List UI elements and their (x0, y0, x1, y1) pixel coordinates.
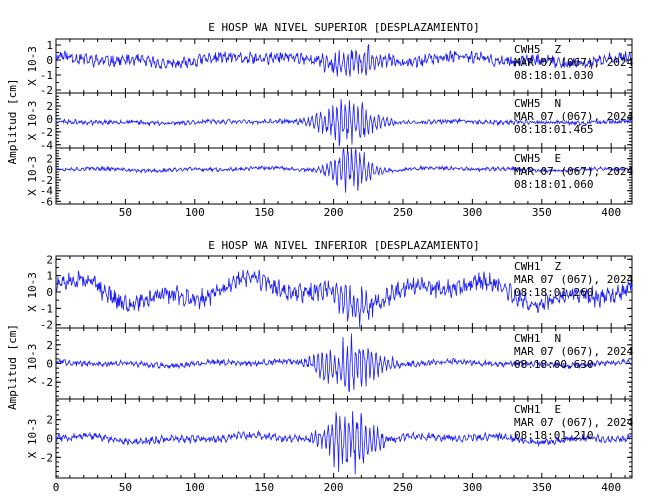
station-component-label: CWH5 E (514, 152, 561, 165)
record-date: MAR 07 (067), 2024 (514, 416, 634, 429)
x-tick-label: 350 (532, 206, 552, 219)
station-component-label: CWH1 E (514, 403, 561, 416)
unit-label: X 10-3 (26, 419, 39, 459)
record-date: MAR 07 (067), 2024 (514, 110, 634, 123)
station-component-label: CWH1 N (514, 332, 561, 345)
waveform-trace (55, 44, 633, 77)
station-component-label: CWH1 Z (514, 260, 562, 273)
y-tick-label: -4 (40, 139, 54, 152)
y-tick-label: 0 (46, 54, 53, 67)
component-name: Z (555, 260, 562, 273)
unit-label: X 10-3 (26, 272, 39, 312)
x-tick-label: 200 (324, 206, 344, 219)
unit-label: X 10-3 (26, 344, 39, 384)
record-time: 08:18:01.060 (514, 178, 593, 191)
chart-group-2: E HOSP WA NIVEL INFERIOR [DESPLAZAMIENTO… (6, 239, 634, 494)
record-time: 08:18:00.630 (514, 358, 593, 371)
y-axis-label: Amplitud [cm] (6, 78, 19, 164)
x-tick-label: 50 (119, 481, 132, 494)
y-tick-label: 1 (46, 39, 53, 52)
y-tick-label: 1 (46, 270, 53, 283)
component-name: N (555, 97, 562, 110)
y-tick-label: 0 (46, 163, 53, 176)
record-date: MAR 07 (067), 2024 (514, 165, 634, 178)
station-name: CWH1 (514, 403, 541, 416)
unit-label: X 10-3 (26, 156, 39, 196)
station-name: CWH5 (514, 97, 541, 110)
x-tick-label: 250 (393, 206, 413, 219)
y-tick-label: -2 (40, 319, 53, 332)
unit-label: X 10-3 (26, 101, 39, 141)
station-component-label: CWH5 Z (514, 43, 562, 56)
waveform-trace (55, 147, 633, 193)
chart-title: E HOSP WA NIVEL SUPERIOR [DESPLAZAMIENTO… (208, 21, 480, 34)
record-time: 08:18:01.030 (514, 69, 593, 82)
chart-group-1: E HOSP WA NIVEL SUPERIOR [DESPLAZAMIENTO… (6, 21, 634, 219)
y-tick-label: 2 (46, 153, 53, 166)
y-tick-label: 0 (46, 113, 53, 126)
x-tick-label: 400 (601, 206, 621, 219)
y-tick-label: 0 (46, 286, 53, 299)
y-tick-label: 2 (46, 253, 53, 266)
x-tick-label: 100 (185, 206, 205, 219)
y-tick-label: -2 (40, 451, 53, 464)
chart-title: E HOSP WA NIVEL INFERIOR [DESPLAZAMIENTO… (208, 239, 480, 252)
component-name: Z (555, 43, 562, 56)
x-tick-label: 300 (462, 206, 482, 219)
y-tick-label: -6 (40, 195, 53, 208)
y-tick-label: -2 (40, 84, 53, 97)
record-time: 08:18:01.210 (514, 429, 593, 442)
waveform-trace (55, 333, 633, 393)
y-tick-label: 2 (46, 414, 53, 427)
y-tick-label: 0 (46, 433, 53, 446)
record-date: MAR 07 (067), 2024 (514, 56, 634, 69)
record-date: MAR 07 (067), 2024 (514, 273, 634, 286)
y-tick-label: -2 (40, 174, 53, 187)
y-tick-label: -2 (40, 376, 53, 389)
y-tick-label: -2 (40, 126, 53, 139)
x-tick-label: 150 (254, 481, 274, 494)
y-axis-label: Amplitud [cm] (6, 324, 19, 410)
y-tick-label: -1 (40, 302, 53, 315)
record-time: 08:18:01.260 (514, 286, 593, 299)
x-tick-label: 300 (462, 481, 482, 494)
x-tick-label: 400 (601, 481, 621, 494)
y-tick-label: 0 (46, 358, 53, 371)
x-tick-label: 250 (393, 481, 413, 494)
x-tick-label: 0 (53, 481, 60, 494)
y-tick-label: 2 (46, 339, 53, 352)
station-name: CWH1 (514, 332, 541, 345)
x-tick-label: 50 (119, 206, 132, 219)
waveform-trace (55, 99, 633, 147)
waveform-trace (55, 411, 633, 475)
panel-frame (55, 147, 633, 205)
station-name: CWH5 (514, 43, 541, 56)
component-name: N (555, 332, 562, 345)
x-tick-label: 100 (185, 481, 205, 494)
y-tick-label: -4 (40, 185, 54, 198)
unit-label: X 10-3 (26, 46, 39, 86)
station-component-label: CWH5 N (514, 97, 561, 110)
waveform-trace (55, 269, 633, 328)
record-date: MAR 07 (067), 2024 (514, 345, 634, 358)
record-time: 08:18:01.465 (514, 123, 593, 136)
x-tick-label: 350 (532, 481, 552, 494)
x-tick-label: 200 (324, 481, 344, 494)
y-tick-label: 2 (46, 100, 53, 113)
station-name: CWH5 (514, 152, 541, 165)
component-name: E (555, 152, 562, 165)
station-name: CWH1 (514, 260, 541, 273)
x-tick-label: 150 (254, 206, 274, 219)
component-name: E (555, 403, 562, 416)
y-tick-label: -1 (40, 69, 53, 82)
